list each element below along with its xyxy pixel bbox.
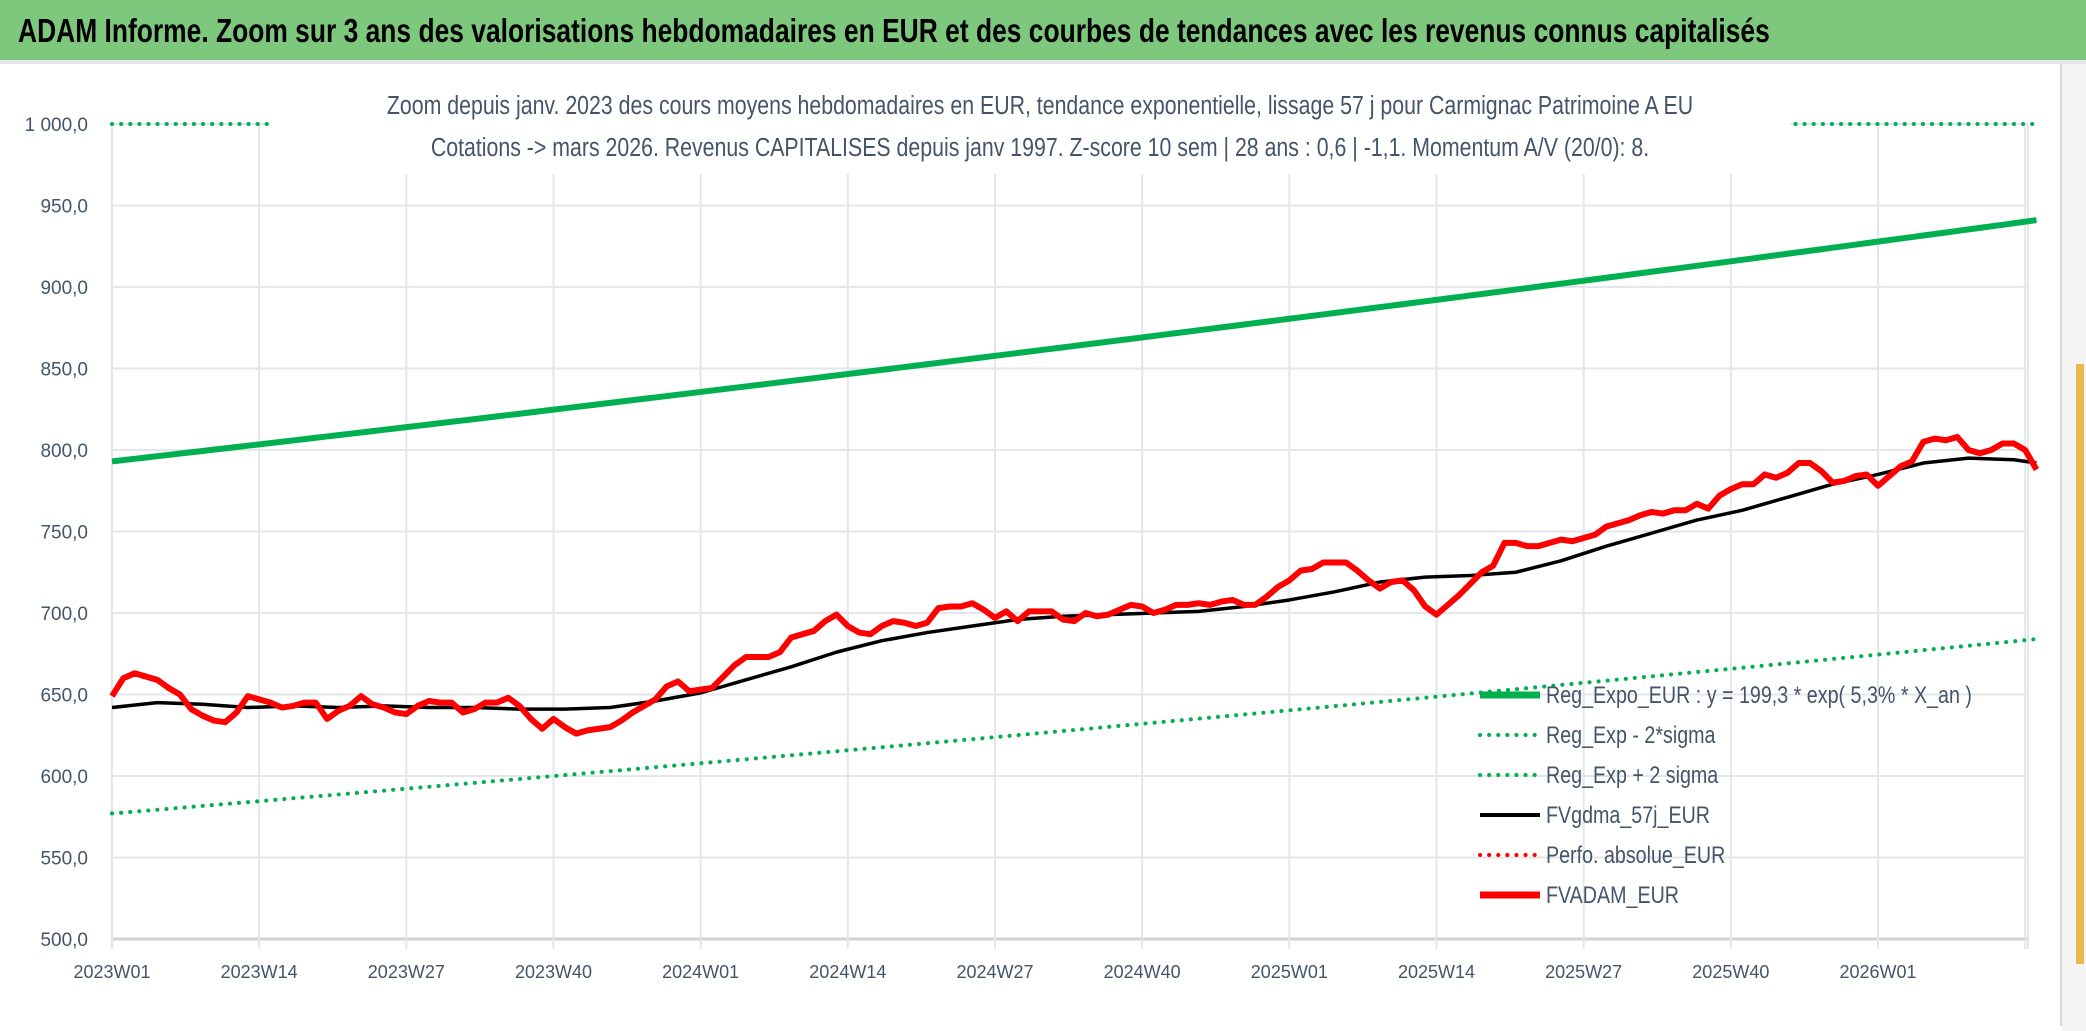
- legend: Reg_Expo_EUR : y = 199,3 * exp( 5,3% * X…: [1478, 681, 1972, 908]
- x-tick-label: 2023W14: [221, 962, 298, 982]
- x-tick-label: 2024W27: [956, 962, 1033, 982]
- y-tick-label: 700,0: [40, 604, 88, 625]
- y-tick-label: 950,0: [40, 197, 88, 218]
- legend-label: Perfo. absolue_EUR: [1546, 841, 1725, 868]
- y-tick-label: 1 000,0: [25, 115, 88, 136]
- series-line-0: [111, 217, 2037, 465]
- title-background: [270, 74, 1790, 174]
- y-axis-ticks: 1 000,0 950,0 900,0 850,0 800,0 750,0 700,0 650…: [25, 115, 88, 951]
- line-chart: 1 000,0 950,0 900,0 850,0 800,0 750,0 700,0 650…: [25, 74, 2040, 982]
- legend-label: Reg_Exp - 2*sigma: [1546, 721, 1716, 748]
- y-tick-label: 750,0: [40, 523, 88, 544]
- vertical-scrollbar[interactable]: [2062, 64, 2086, 1031]
- x-axis-ticks: 2023W01 2023W14 2023W27 2023W40 2024W01 2024W…: [73, 962, 1916, 982]
- gridlines: [111, 123, 2029, 949]
- legend-label: Reg_Expo_EUR : y = 199,3 * exp( 5,3% * X…: [1546, 681, 1972, 708]
- y-tick-label: 650,0: [40, 686, 88, 707]
- legend-label: FVADAM_EUR: [1546, 881, 1679, 908]
- window-title-bar: ADAM Informe. Zoom sur 3 ans des valoris…: [0, 0, 2086, 64]
- y-tick-label: 800,0: [40, 441, 88, 462]
- scrollbar-thumb[interactable]: [2076, 364, 2084, 964]
- x-tick-label: 2024W14: [809, 962, 886, 982]
- window-title: ADAM Informe. Zoom sur 3 ans des valoris…: [18, 12, 1770, 49]
- legend-label: FVgdma_57j_EUR: [1546, 801, 1710, 828]
- chart-title-line-1: Zoom depuis janv. 2023 des cours moyens …: [387, 91, 1693, 121]
- series-line-5: [109, 433, 2040, 737]
- series-line-1: [110, 637, 2039, 816]
- chart-title-line-2: Cotations -> mars 2026. Revenus CAPITALI…: [431, 133, 1649, 163]
- x-tick-label: 2024W40: [1104, 962, 1181, 982]
- y-tick-label: 500,0: [40, 930, 88, 951]
- y-tick-label: 850,0: [40, 360, 88, 381]
- chart-area: 1 000,0 950,0 900,0 850,0 800,0 750,0 700,0 650…: [0, 64, 2063, 1026]
- x-tick-label: 2025W14: [1398, 962, 1475, 982]
- y-tick-label: 550,0: [40, 849, 88, 870]
- y-tick-label: 600,0: [40, 767, 88, 788]
- series-line-3: [111, 456, 2037, 711]
- series-lines: [109, 122, 2040, 816]
- x-tick-label: 2023W40: [515, 962, 592, 982]
- x-tick-label: 2025W27: [1545, 962, 1622, 982]
- x-tick-label: 2023W01: [73, 962, 150, 982]
- x-tick-label: 2024W01: [662, 962, 739, 982]
- x-tick-label: 2023W27: [368, 962, 445, 982]
- legend-label: Reg_Exp + 2 sigma: [1546, 761, 1719, 788]
- x-tick-label: 2025W40: [1692, 962, 1769, 982]
- x-tick-label: 2026W01: [1839, 962, 1916, 982]
- x-tick-label: 2025W01: [1251, 962, 1328, 982]
- y-tick-label: 900,0: [40, 278, 88, 299]
